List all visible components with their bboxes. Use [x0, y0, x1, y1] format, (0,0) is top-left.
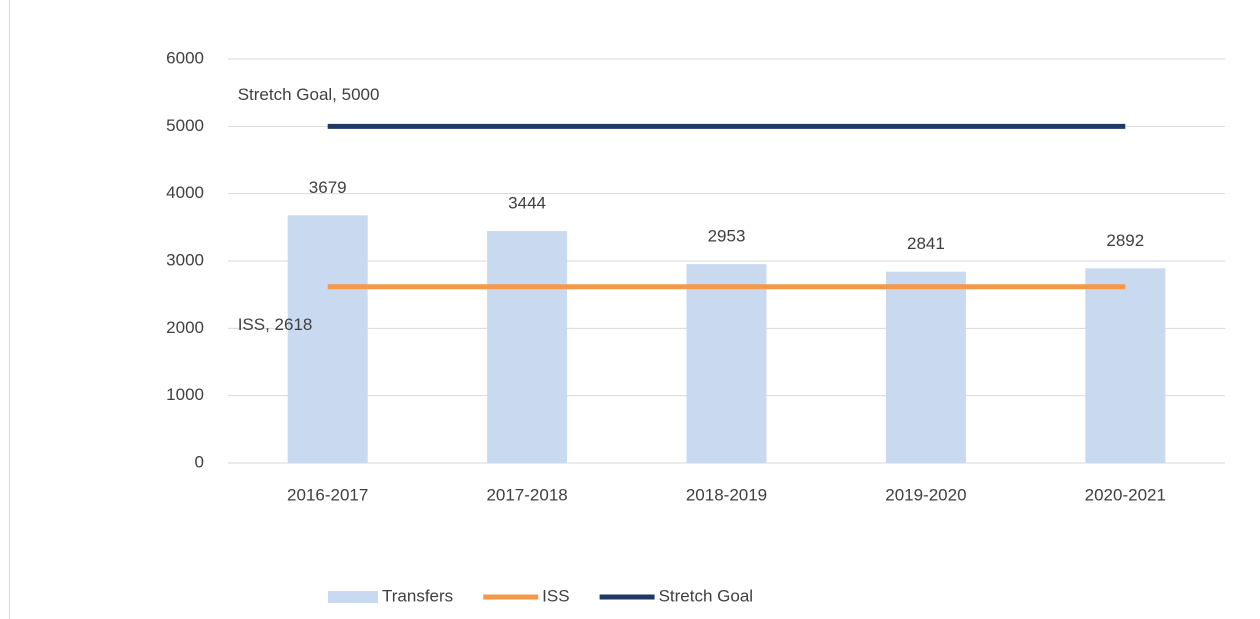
y-tick-label: 1000 [166, 385, 204, 404]
y-tick-label: 2000 [166, 318, 204, 337]
legend-label: Transfers [382, 586, 453, 605]
data-label: 3444 [508, 194, 546, 213]
y-tick-label: 0 [195, 452, 204, 471]
legend-swatch [328, 591, 378, 603]
y-tick-label: 5000 [166, 116, 204, 135]
x-tick-label: 2017-2018 [486, 485, 567, 504]
bar [686, 264, 767, 463]
data-label: Stretch Goal, 5000 [238, 85, 380, 104]
data-label: 2892 [1106, 231, 1144, 250]
data-label: ISS, 2618 [238, 315, 313, 334]
x-tick-label: 2019-2020 [885, 485, 966, 504]
data-label: 3679 [309, 178, 347, 197]
data-label: 2953 [708, 227, 746, 246]
y-tick-label: 3000 [166, 250, 204, 269]
y-tick-label: 4000 [166, 183, 204, 202]
bar [287, 215, 368, 463]
legend-label: ISS [542, 586, 569, 605]
x-tick-label: 2016-2017 [287, 485, 368, 504]
x-tick-label: 2020-2021 [1085, 485, 1166, 504]
y-tick-label: 6000 [166, 48, 204, 67]
x-tick-label: 2018-2019 [686, 485, 767, 504]
bar [885, 271, 966, 463]
legend-label: Stretch Goal [659, 586, 754, 605]
data-label: 2841 [907, 234, 945, 253]
bar [1085, 268, 1166, 463]
bar [487, 231, 568, 463]
